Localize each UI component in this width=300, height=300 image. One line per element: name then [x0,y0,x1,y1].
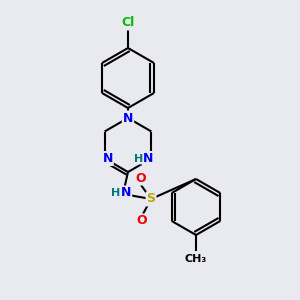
Text: H: H [134,154,143,164]
Text: H: H [111,188,121,198]
Text: N: N [102,152,113,165]
Text: O: O [136,172,146,184]
Text: S: S [146,193,155,206]
Text: N: N [121,187,131,200]
Text: CH₃: CH₃ [185,254,207,264]
Text: O: O [137,214,147,227]
Text: Cl: Cl [122,16,135,29]
Text: N: N [123,112,133,124]
Text: N: N [143,152,154,165]
